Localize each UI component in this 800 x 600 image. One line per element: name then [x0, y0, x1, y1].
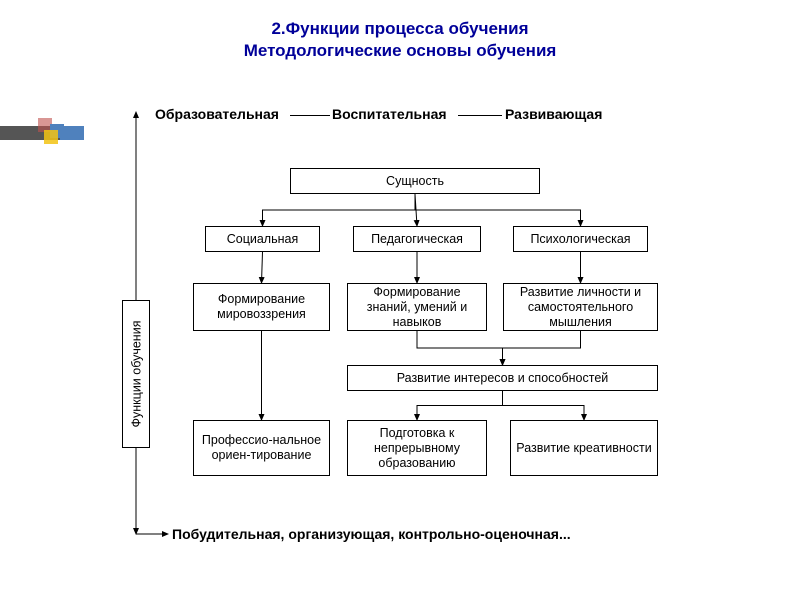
- slide-title: 2.Функции процесса обучения Методологиче…: [0, 0, 800, 62]
- node-psych: Психологическая: [513, 226, 648, 252]
- node-social: Социальная: [205, 226, 320, 252]
- node-worldview: Формирование мировоззрения: [193, 283, 330, 331]
- func-connector-1: [290, 115, 330, 116]
- bullet-icon: [38, 118, 78, 158]
- node-funcside: Функции обучения: [122, 300, 150, 448]
- node-pedagog: Педагогическая: [353, 226, 481, 252]
- title-line-1: 2.Функции процесса обучения: [0, 18, 800, 40]
- func-label-developing: Развивающая: [505, 106, 602, 122]
- func-label-educational: Образовательная: [155, 106, 279, 122]
- title-line-2: Методологические основы обучения: [0, 40, 800, 62]
- node-creative: Развитие креативности: [510, 420, 658, 476]
- node-profor: Профессио-нальное ориен-тирование: [193, 420, 330, 476]
- node-essence: Сущность: [290, 168, 540, 194]
- node-person: Развитие личности и самостоятельного мыш…: [503, 283, 658, 331]
- node-skills: Формирование знаний, умений и навыков: [347, 283, 487, 331]
- node-interests: Развитие интересов и способностей: [347, 365, 658, 391]
- func-label-upbringing: Воспитательная: [332, 106, 447, 122]
- node-contedu: Подготовка к непрерывному образованию: [347, 420, 487, 476]
- func-connector-2: [458, 115, 502, 116]
- footer-text: Побудительная, организующая, контрольно-…: [172, 526, 571, 542]
